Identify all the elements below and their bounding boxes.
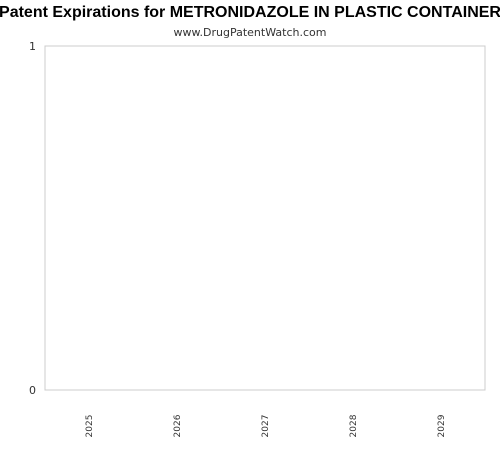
x-axis-ticks: 2025 2026 2027 2028 2029 xyxy=(85,414,447,437)
plot-area xyxy=(45,46,485,390)
y-tick-label: 0 xyxy=(29,384,36,397)
chart-title: Patent Expirations for METRONIDAZOLE IN … xyxy=(0,4,500,21)
x-tick-label: 2026 xyxy=(173,414,183,437)
y-tick-label: 1 xyxy=(29,40,36,53)
chart-subtitle: www.DrugPatentWatch.com xyxy=(174,26,327,39)
x-tick-label: 2029 xyxy=(437,414,447,437)
x-tick-label: 2027 xyxy=(261,415,271,438)
y-axis-ticks: 01 xyxy=(29,40,36,397)
x-tick-label: 2025 xyxy=(85,415,95,438)
x-tick-label: 2028 xyxy=(349,414,359,437)
